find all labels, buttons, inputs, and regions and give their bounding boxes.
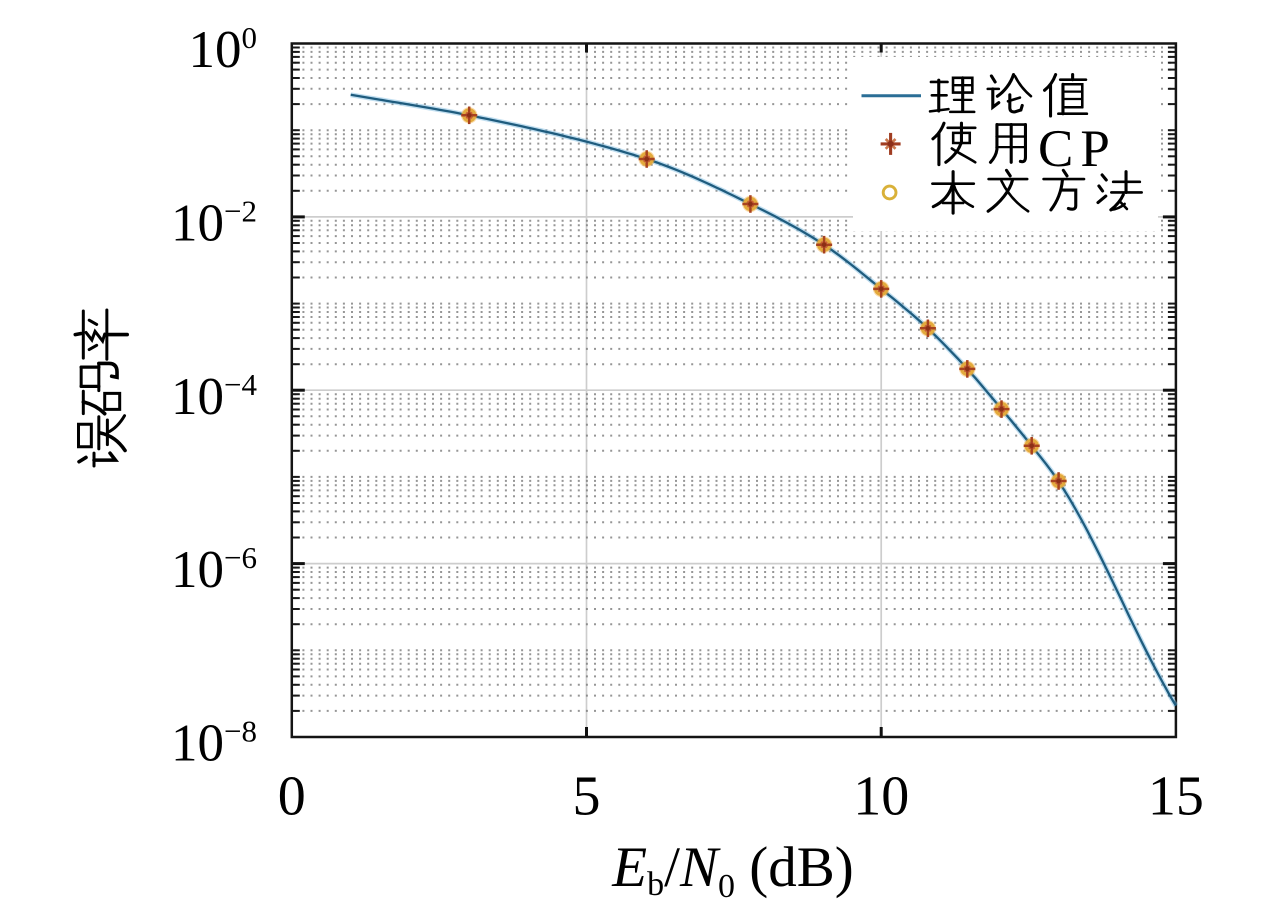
svg-text:CP: CP xyxy=(1038,120,1117,178)
svg-text:10−4: 10−4 xyxy=(171,367,257,426)
svg-text:0: 0 xyxy=(278,766,306,828)
svg-text:Eb/N0 (dB): Eb/N0 (dB) xyxy=(611,836,853,905)
svg-text:5: 5 xyxy=(573,766,601,828)
svg-text:15: 15 xyxy=(1148,766,1204,828)
svg-text:10: 10 xyxy=(853,766,909,828)
